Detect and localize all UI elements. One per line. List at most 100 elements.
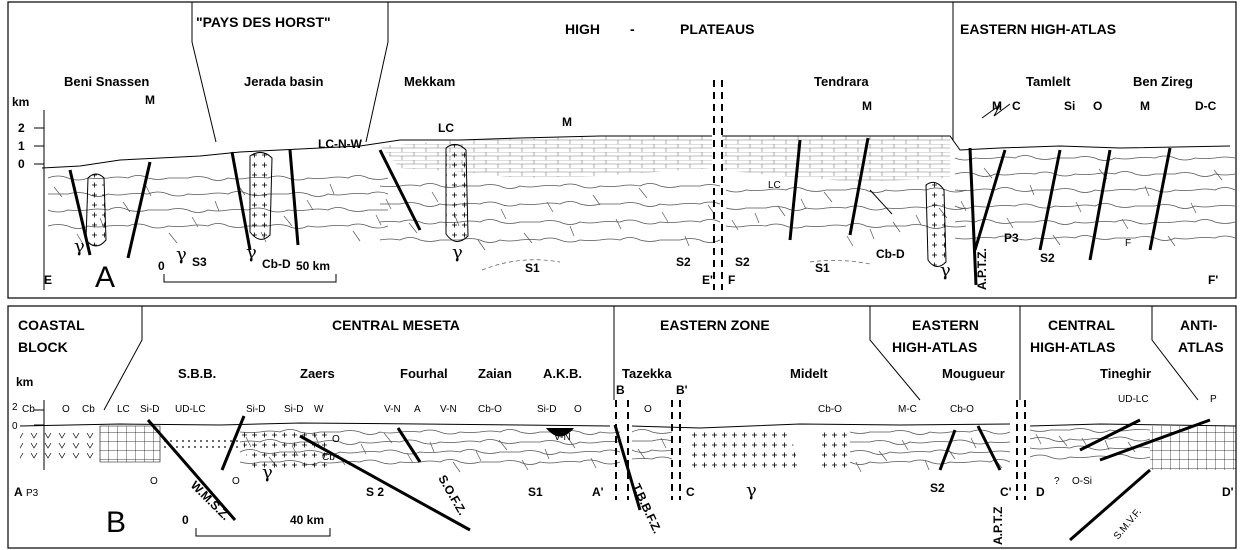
cleavage xyxy=(870,229,874,239)
unit-label: S1 xyxy=(815,261,830,275)
foliation xyxy=(850,460,1010,465)
cover-layer xyxy=(380,136,712,178)
cleavage xyxy=(376,215,381,225)
cleavage xyxy=(1036,434,1041,444)
unit-label: LC xyxy=(117,404,130,415)
unit-label: Si-D xyxy=(246,404,265,415)
unit-label: V-N xyxy=(440,404,457,415)
unit-label: UD-LC xyxy=(175,404,206,415)
header: - xyxy=(630,21,635,37)
cleavage xyxy=(638,449,645,459)
cleavage xyxy=(1168,236,1175,246)
region-label: Tendrara xyxy=(814,74,869,89)
unit-label: O-Si xyxy=(1072,476,1092,487)
cleavage xyxy=(856,462,861,472)
foliation xyxy=(632,457,672,459)
cleavage xyxy=(54,187,62,197)
cleavage xyxy=(662,212,668,222)
axis-tick-label: 2 xyxy=(12,402,18,413)
unit-label: Si xyxy=(1064,99,1075,113)
unit-label: Cb xyxy=(322,452,335,463)
unit-label: LC xyxy=(438,121,454,135)
unit-label: Cb xyxy=(22,404,35,415)
foliation xyxy=(380,184,720,189)
region-label: Tineghir xyxy=(1100,366,1151,381)
scale-bar xyxy=(164,274,336,282)
cleavage xyxy=(893,222,900,232)
cleavage xyxy=(948,449,955,459)
unit-label: V-N xyxy=(384,404,401,415)
region-label: Tazekka xyxy=(622,366,672,381)
granite xyxy=(240,430,330,470)
cleavage xyxy=(169,233,177,243)
cover-layer xyxy=(722,136,950,182)
section-end: A' xyxy=(592,485,604,499)
unit-label: P3 xyxy=(1004,231,1019,245)
foliation xyxy=(955,220,1235,225)
cleavage xyxy=(146,186,151,196)
header: COASTAL xyxy=(18,317,85,333)
page: km 2 1 0 0 50 km A "PAYS DES HORST" HIGH… xyxy=(0,0,1240,550)
cleavage xyxy=(123,202,130,212)
unit-label: A xyxy=(414,404,421,415)
unit-label: γ xyxy=(452,242,463,263)
header: EASTERN HIGH-ATLAS xyxy=(960,21,1116,37)
scale-start: 0 xyxy=(182,513,189,527)
foliation xyxy=(380,202,720,207)
unit-label: S2 xyxy=(1040,251,1055,265)
cleavage xyxy=(330,184,334,194)
fault-label: A.P.T.Z. xyxy=(975,248,989,290)
unit-label: P xyxy=(1210,394,1217,405)
unit-label: D-C xyxy=(1195,99,1217,113)
unit-label: Si-D xyxy=(284,404,303,415)
unit-label: O xyxy=(332,434,340,445)
cleavage xyxy=(215,201,219,211)
foliation xyxy=(632,450,672,453)
unit-label: M-C xyxy=(898,404,917,415)
foliation xyxy=(380,238,720,243)
granite xyxy=(818,432,850,470)
region-label: Jerada basin xyxy=(244,74,324,89)
section-end: B xyxy=(616,383,625,397)
cleavage xyxy=(284,216,292,226)
unit-label: γ xyxy=(940,260,951,281)
unit-label: Si-D xyxy=(140,404,159,415)
unit-label: M xyxy=(562,115,572,129)
cleavage xyxy=(755,213,759,223)
header: ANTI- xyxy=(1180,317,1218,333)
unit-label: Si-D xyxy=(537,404,556,415)
cleavage xyxy=(1105,440,1109,450)
foliation xyxy=(632,430,672,434)
header: EASTERN ZONE xyxy=(660,317,770,333)
cleavage xyxy=(407,453,413,463)
unit-label: S2 xyxy=(735,255,750,269)
section-end: A xyxy=(14,485,23,499)
scale-end: 40 km xyxy=(290,513,324,527)
region-label: A.K.B. xyxy=(543,366,582,381)
foliation xyxy=(1030,437,1150,442)
unit-label: M xyxy=(862,99,872,113)
cleavage xyxy=(1076,202,1081,212)
cleavage xyxy=(547,202,553,212)
header-divider xyxy=(104,306,1198,410)
anti-atlas-basement xyxy=(1150,426,1236,470)
cleavage xyxy=(476,451,481,461)
unit-label: Cb-O xyxy=(818,404,842,415)
axis-unit: km xyxy=(12,95,29,109)
block xyxy=(100,426,160,462)
cleavage xyxy=(616,219,621,229)
panel-a: km 2 1 0 0 50 km A "PAYS DES HORST" HIGH… xyxy=(8,2,1236,298)
cleavage xyxy=(916,215,921,225)
cleavage xyxy=(1030,185,1034,195)
region-label: Fourhal xyxy=(400,366,448,381)
axis-tick-label: 1 xyxy=(18,139,25,153)
unit-label: γ xyxy=(74,236,85,257)
section-end: B' xyxy=(676,383,688,397)
region-label: Beni Snassen xyxy=(64,74,149,89)
cleavage xyxy=(1191,203,1196,213)
unit-label: γ xyxy=(176,244,187,265)
axis-tick-label: 0 xyxy=(12,421,18,432)
axis-tick-label: 2 xyxy=(18,121,25,135)
unit-label: M xyxy=(145,93,155,107)
section-end: F xyxy=(728,273,735,287)
